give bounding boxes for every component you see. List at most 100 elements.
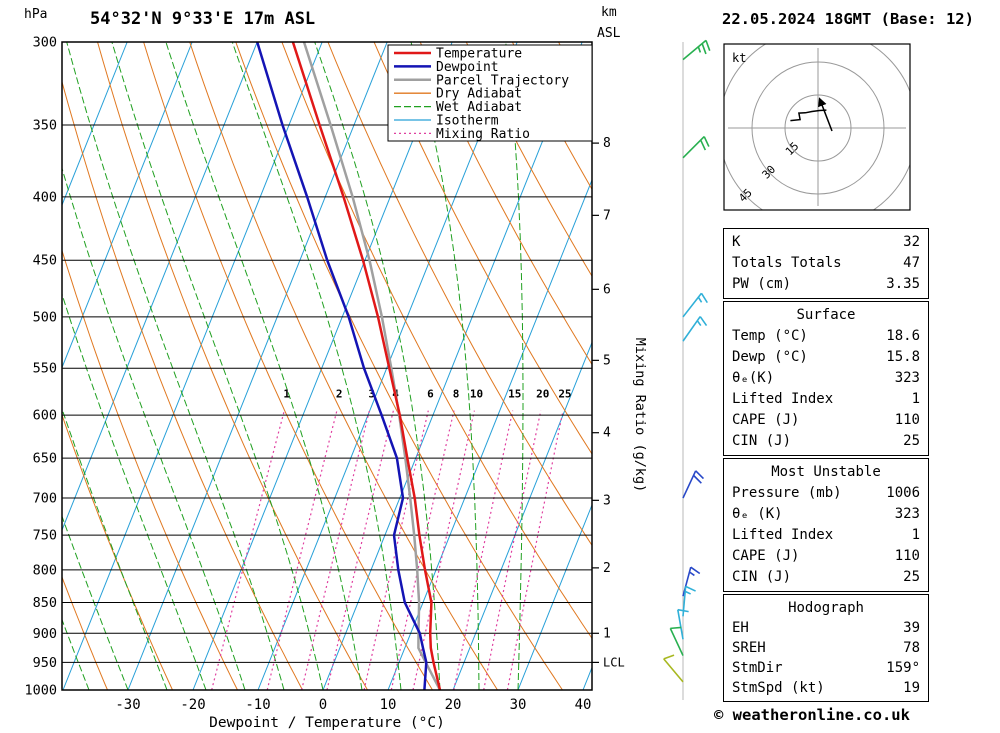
- mixing-ratio-line: [211, 410, 285, 690]
- stat-value: 19: [903, 680, 920, 696]
- wet-adiabat-line: [314, 42, 441, 690]
- table-row: EH 39: [732, 618, 920, 638]
- indices-table: K 32 Totals Totals 47 PW (cm) 3.35: [723, 228, 929, 299]
- wind-barb: [682, 316, 708, 342]
- dry-adiabat-line: [419, 42, 592, 366]
- wind-barb: [682, 292, 708, 318]
- isotherm-line: [62, 42, 193, 369]
- stat-value: 15.8: [886, 349, 920, 365]
- temp-tick-label: -20: [180, 697, 205, 713]
- dry-adiabat-line: [235, 42, 563, 690]
- right-axis-title: Mixing Ratio (g/kg): [632, 338, 648, 492]
- pressure-tick-label: 350: [33, 117, 57, 133]
- stat-label: K: [732, 234, 741, 250]
- stat-value: 32: [903, 234, 920, 250]
- stat-label: Totals Totals: [732, 255, 842, 271]
- station-title: 54°32'N 9°33'E 17m ASL: [90, 9, 316, 29]
- stat-label: CIN (J): [732, 433, 792, 449]
- table-row: CIN (J) 25: [732, 567, 920, 588]
- stat-value: 323: [894, 506, 920, 522]
- table-row: SREH 78: [732, 638, 920, 658]
- legend-label: Mixing Ratio: [436, 127, 530, 142]
- sounding-curves: [256, 42, 442, 690]
- pressure-tick-label: 600: [33, 408, 57, 424]
- mixing-ratio-label: 25: [558, 387, 571, 400]
- mixing-ratio-labels: 1 2 3 4 6 8 10 15 20 25: [283, 387, 571, 400]
- legend-label: Isotherm: [436, 114, 499, 129]
- wet-adiabat-line: [165, 42, 363, 690]
- dry-adiabat-line: [62, 79, 303, 690]
- stat-label: CAPE (J): [732, 412, 800, 428]
- wind-barb: [682, 135, 710, 159]
- surface-table: Surface Temp (°C) 18.6 Dewp (°C) 15.8 θₑ(K…: [723, 301, 929, 456]
- wet-adiabat-line: [505, 42, 524, 690]
- wet-adiabat-line: [111, 42, 324, 690]
- stat-label: θₑ (K): [732, 506, 783, 522]
- pressure-tick-label: 1000: [24, 683, 57, 699]
- table-row: PW (cm) 3.35: [732, 274, 920, 295]
- isotherm-line: [452, 341, 592, 690]
- table-section-title: Surface: [796, 307, 856, 323]
- stat-label: StmSpd (kt): [732, 680, 825, 696]
- stat-label: Lifted Index: [732, 527, 834, 543]
- mixing-ratio-line: [506, 410, 564, 690]
- km-tick-label: 5: [603, 353, 611, 368]
- mixing-ratio-line: [301, 410, 370, 690]
- stat-value: 39: [903, 620, 920, 636]
- isotherm-line: [387, 178, 592, 690]
- mixing-ratio-label: 10: [470, 387, 483, 400]
- km-tick-label: 3: [603, 493, 611, 508]
- mixing-ratio-label: 15: [508, 387, 521, 400]
- pressure-tick-label: 400: [33, 189, 57, 205]
- km-tick-label: 6: [603, 282, 611, 297]
- mixing-ratio-label: 1: [283, 387, 290, 400]
- legend-label: Dewpoint: [436, 60, 499, 75]
- stat-value: 1006: [886, 485, 920, 501]
- legend-label: Parcel Trajectory: [436, 73, 569, 88]
- parcel-trajectory-curve: [302, 42, 442, 690]
- legend-label: Wet Adiabat: [436, 100, 522, 115]
- pressure-tick-label: 700: [33, 491, 57, 507]
- temperature-curve: [291, 42, 442, 690]
- isotherm-line: [127, 42, 388, 690]
- pressure-tick-label: 800: [33, 562, 57, 578]
- pressure-tick-label: 450: [33, 253, 57, 269]
- isotherm-line: [192, 42, 453, 690]
- most-unstable-table: Most Unstable Pressure (mb) 1006 θₑ (K) 32…: [723, 458, 929, 592]
- stat-label: Dewp (°C): [732, 349, 808, 365]
- dewpoint-curve: [256, 42, 428, 690]
- dry-adiabat-line: [143, 42, 433, 690]
- legend-label: Dry Adiabat: [436, 87, 522, 102]
- stat-label: Temp (°C): [732, 328, 808, 344]
- temp-tick-label: -30: [115, 697, 140, 713]
- stat-value: 3.35: [886, 276, 920, 292]
- wind-barb-column: [663, 39, 711, 700]
- stat-label: Pressure (mb): [732, 485, 842, 501]
- pressure-tick-label: 900: [33, 626, 57, 642]
- stat-value: 159°: [886, 660, 920, 676]
- wind-barb: [682, 39, 711, 61]
- pressure-tick-label: 750: [33, 528, 57, 544]
- stat-label: StmDir: [732, 660, 783, 676]
- stat-value: 323: [894, 370, 920, 386]
- temp-tick-label: 10: [380, 697, 397, 713]
- isotherm-line: [62, 42, 258, 532]
- hodograph-speed-ring: [784, 94, 852, 162]
- legend-label: Temperature: [436, 47, 522, 62]
- wind-barb: [677, 608, 689, 640]
- temp-tick-label: 30: [510, 697, 527, 713]
- mixing-ratio-line: [483, 410, 542, 690]
- wind-barb: [682, 585, 696, 617]
- mixing-ratio-label: 2: [336, 387, 343, 400]
- mixing-ratio-line: [412, 410, 475, 690]
- table-row: K 32: [732, 232, 920, 253]
- mixing-ratio-label: 6: [427, 387, 434, 400]
- asl-axis-label: ASL: [597, 26, 621, 41]
- isotherm-line: [62, 42, 323, 690]
- hodograph-speed-ring: [751, 61, 885, 195]
- copyright: © weatheronline.co.uk: [714, 706, 910, 724]
